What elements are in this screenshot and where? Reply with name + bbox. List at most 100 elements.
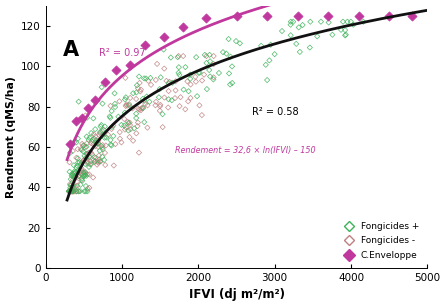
Point — [72, 185, 79, 189]
Point — [84, 186, 91, 191]
Point — [71, 176, 78, 181]
Point — [85, 165, 92, 169]
Point — [100, 127, 107, 132]
Point — [110, 123, 117, 128]
Point — [267, 42, 274, 47]
Point — [70, 184, 77, 189]
Point — [318, 19, 325, 24]
Point — [77, 182, 84, 187]
Point — [165, 105, 172, 110]
Point — [94, 141, 101, 146]
Point — [339, 19, 347, 24]
Point — [80, 174, 87, 179]
Point — [175, 54, 182, 59]
Point — [104, 132, 112, 137]
Point — [161, 66, 168, 71]
Point — [95, 138, 102, 143]
Point — [66, 189, 74, 194]
Point — [344, 19, 351, 24]
Point — [122, 125, 129, 130]
Point — [108, 124, 116, 129]
Point — [69, 189, 76, 194]
Point — [124, 119, 131, 124]
Point — [80, 143, 87, 148]
Point — [187, 82, 194, 87]
Point — [86, 150, 93, 155]
Point — [194, 94, 201, 99]
Point — [125, 128, 132, 133]
Point — [177, 95, 184, 99]
Point — [82, 173, 89, 177]
Point — [360, 19, 367, 24]
Point — [71, 139, 78, 144]
Point — [134, 86, 141, 91]
Point — [91, 155, 98, 160]
Point — [74, 147, 81, 152]
Point — [145, 78, 152, 83]
Point — [83, 141, 91, 146]
Point — [100, 157, 107, 162]
Point — [95, 153, 103, 158]
Point — [152, 103, 159, 108]
Point — [80, 172, 87, 177]
Point — [195, 70, 202, 75]
Point — [87, 150, 95, 155]
Point — [69, 184, 76, 189]
Point — [75, 99, 82, 104]
Point — [206, 52, 213, 57]
Point — [125, 103, 132, 108]
Point — [69, 173, 76, 177]
Point — [73, 189, 80, 194]
Point — [180, 87, 187, 92]
Point — [101, 135, 108, 140]
Point — [83, 173, 90, 178]
Point — [176, 104, 183, 109]
Point — [142, 76, 149, 81]
Point — [74, 136, 82, 141]
Point — [215, 71, 223, 76]
Point — [94, 162, 101, 167]
Point — [88, 152, 95, 157]
Point — [66, 182, 74, 187]
Point — [182, 65, 189, 70]
Point — [137, 87, 145, 92]
Point — [123, 102, 130, 107]
Point — [99, 129, 106, 134]
Point — [75, 173, 83, 178]
Point — [157, 104, 164, 109]
Text: A: A — [63, 40, 79, 60]
Point — [83, 156, 90, 161]
Point — [83, 159, 91, 164]
Point — [70, 189, 78, 194]
Point — [210, 75, 217, 80]
Point — [74, 179, 81, 184]
Point — [175, 65, 182, 70]
Point — [111, 91, 118, 96]
Point — [136, 89, 144, 94]
Point — [82, 155, 89, 160]
Point — [97, 159, 104, 164]
Point — [124, 103, 131, 108]
Point — [79, 178, 86, 183]
Point — [66, 189, 74, 194]
Point — [156, 108, 163, 113]
Point — [78, 177, 85, 182]
Point — [71, 171, 78, 176]
Point — [95, 141, 102, 146]
Point — [66, 160, 73, 165]
Point — [266, 58, 273, 63]
Point — [67, 189, 74, 194]
Point — [134, 124, 141, 129]
Point — [132, 111, 140, 116]
Point — [70, 172, 77, 177]
Point — [83, 151, 90, 156]
Point — [206, 68, 213, 72]
Point — [90, 175, 97, 180]
Point — [122, 76, 129, 80]
Point — [287, 33, 294, 38]
Point — [101, 150, 108, 155]
Point — [71, 174, 78, 179]
Point — [118, 122, 125, 127]
Point — [66, 150, 74, 155]
Point — [227, 82, 234, 87]
